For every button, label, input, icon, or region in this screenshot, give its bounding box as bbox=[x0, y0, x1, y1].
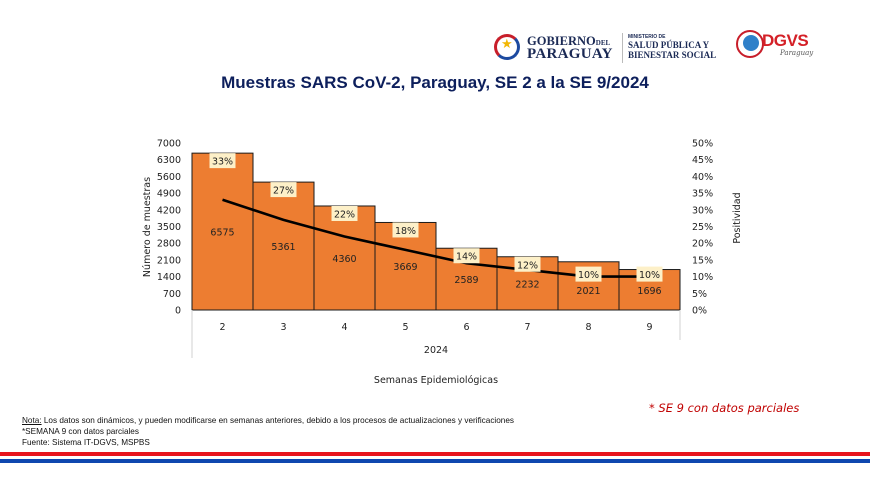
positividad-label: 22% bbox=[334, 209, 355, 220]
partial-data-note: * SE 9 con datos parciales bbox=[649, 401, 800, 415]
positividad-labels: 33% 27% 22% 18% 14% 12% 10% 10% bbox=[209, 153, 663, 282]
positividad-label-bg bbox=[209, 153, 236, 169]
bar bbox=[191, 152, 254, 311]
nota-label: Nota: bbox=[22, 416, 42, 425]
positividad-label-bg bbox=[331, 205, 358, 221]
x-tick-label: 9 bbox=[646, 322, 652, 333]
y2-tick-label: 20% bbox=[692, 239, 713, 250]
y2-tick-label: 40% bbox=[692, 172, 713, 183]
y2-axis-label: Positividad bbox=[732, 192, 743, 243]
positividad-label-bg bbox=[270, 182, 297, 198]
dgvs-logo: DGVS Paraguay bbox=[736, 28, 836, 68]
positividad-label-bg bbox=[392, 222, 419, 238]
y-tick-label: 1400 bbox=[157, 272, 181, 283]
positividad-label: 18% bbox=[395, 226, 416, 237]
y2-tick-label: 0% bbox=[692, 306, 707, 317]
y2-tick-label: 35% bbox=[692, 189, 713, 200]
y-tick-label: 4900 bbox=[157, 189, 181, 200]
bar bbox=[313, 205, 376, 311]
positividad-label: 10% bbox=[639, 270, 660, 281]
x-tick-label: 8 bbox=[585, 322, 591, 333]
x-group-label: 2024 bbox=[424, 345, 448, 356]
x-tick-label: 3 bbox=[280, 322, 286, 333]
bars: 6575 5361 4360 3669 2589 2232 2021 1696 bbox=[191, 152, 681, 311]
positividad-label: 14% bbox=[456, 252, 477, 263]
semana-note: *SEMANA 9 con datos parciales bbox=[22, 427, 139, 436]
gobierno-text: GOBIERNO bbox=[527, 34, 596, 48]
dgvs-subtext: Paraguay bbox=[780, 49, 814, 57]
y-tick-label: 3500 bbox=[157, 222, 181, 233]
x-axis: 2 3 4 5 6 7 8 9 bbox=[191, 310, 681, 358]
positividad-label-bg bbox=[636, 266, 663, 282]
y2-tick-label: 30% bbox=[692, 205, 713, 216]
x-axis-label: Semanas Epidemiológicas bbox=[374, 375, 498, 386]
x-tick-label: 4 bbox=[341, 322, 347, 333]
right-axis: 0% 5% 10% 15% 20% 25% 30% 35% 40% 45% 50% bbox=[692, 139, 713, 317]
bar-value-label: 1696 bbox=[637, 286, 661, 297]
bar-value-label: 2232 bbox=[515, 279, 539, 290]
y2-tick-label: 15% bbox=[692, 255, 713, 266]
y-tick-label: 700 bbox=[163, 289, 181, 300]
y2-tick-label: 50% bbox=[692, 139, 713, 150]
bar-value-label: 2589 bbox=[454, 275, 478, 286]
bar-value-label: 2021 bbox=[576, 286, 600, 297]
globe-icon bbox=[736, 30, 764, 58]
y-tick-label: 7000 bbox=[157, 139, 181, 150]
ministerio-line1: SALUD PÚBLICA Y bbox=[628, 40, 710, 50]
y-tick-label: 6300 bbox=[157, 155, 181, 166]
bar-value-label: 6575 bbox=[210, 228, 234, 239]
paraguay-emblem-icon bbox=[494, 34, 520, 60]
nota-text: Los datos son dinámicos, y pueden modifi… bbox=[41, 416, 514, 425]
y-tick-label: 5600 bbox=[157, 172, 181, 183]
x-tick-label: 7 bbox=[524, 322, 530, 333]
star-icon: ★ bbox=[501, 37, 513, 52]
y-tick-label: 0 bbox=[175, 306, 181, 317]
positividad-label-bg bbox=[453, 248, 480, 264]
notes: Nota: Los datos son dinámicos, y pueden … bbox=[22, 415, 514, 448]
bar bbox=[252, 181, 315, 311]
red-stripe bbox=[0, 452, 870, 456]
ministerio-small-text: MINISTERIO DE bbox=[628, 34, 666, 40]
y2-tick-label: 25% bbox=[692, 222, 713, 233]
y-tick-label: 2800 bbox=[157, 239, 181, 250]
blue-stripe bbox=[0, 459, 870, 463]
bar-value-label: 5361 bbox=[271, 242, 295, 253]
ministerio-logo: MINISTERIO DE SALUD PÚBLICA Y BIENESTAR … bbox=[628, 34, 716, 60]
paraguay-text: PARAGUAY bbox=[527, 46, 613, 62]
bar-value-label: 4360 bbox=[332, 254, 356, 265]
y2-tick-label: 45% bbox=[692, 155, 713, 166]
ministerio-line2: BIENESTAR SOCIAL bbox=[628, 50, 717, 60]
y2-tick-label: 5% bbox=[692, 289, 707, 300]
positividad-label: 12% bbox=[517, 260, 538, 271]
x-tick-label: 5 bbox=[402, 322, 408, 333]
positividad-label: 33% bbox=[212, 157, 233, 168]
y-axis-label: Número de muestras bbox=[142, 177, 153, 277]
x-tick-label: 6 bbox=[463, 322, 469, 333]
dgvs-text: DGVS bbox=[762, 31, 809, 50]
y-tick-label: 4200 bbox=[157, 205, 181, 216]
positividad-label-bg bbox=[514, 256, 541, 272]
positividad-label-bg bbox=[575, 266, 602, 282]
positividad-label: 27% bbox=[273, 186, 294, 197]
positividad-label: 10% bbox=[578, 270, 599, 281]
fuente-note: Fuente: Sistema IT-DGVS, MSPBS bbox=[22, 438, 150, 447]
left-axis: 0 700 1400 2100 2800 3500 4200 4900 5600 6300 7000 bbox=[157, 139, 181, 317]
chart: 0 700 1400 2100 2800 3500 4200 4900 5600 6300 7000… bbox=[142, 139, 743, 387]
gobierno-del-text: DEL bbox=[595, 39, 611, 47]
y-tick-label: 2100 bbox=[157, 255, 181, 266]
logo-separator bbox=[622, 33, 623, 63]
x-tick-label: 2 bbox=[219, 322, 225, 333]
gobierno-paraguay-logo: ★ GOBIERNODEL PARAGUAY bbox=[494, 30, 624, 66]
y2-tick-label: 10% bbox=[692, 272, 713, 283]
chart-title: Muestras SARS CoV-2, Paraguay, SE 2 a la… bbox=[221, 73, 649, 92]
white-stripe bbox=[0, 456, 870, 459]
bar-value-label: 3669 bbox=[393, 262, 417, 273]
